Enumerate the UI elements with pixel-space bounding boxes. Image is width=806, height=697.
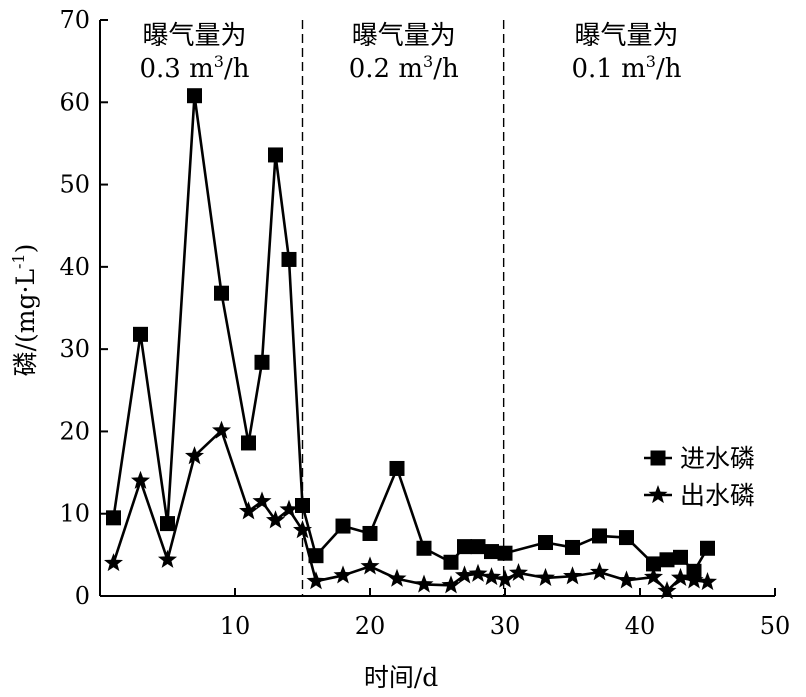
square-point <box>484 544 499 560</box>
star-point <box>468 563 488 582</box>
x-tick-label: 20 <box>355 612 386 640</box>
square-point <box>295 497 310 513</box>
square-point <box>160 516 175 532</box>
y-tick-label: 0 <box>75 582 90 610</box>
star-point <box>508 562 529 582</box>
y-tick-label: 60 <box>59 88 90 116</box>
x-tick-label: 40 <box>625 612 656 640</box>
star-point <box>454 565 475 584</box>
region-label-line2: 0.2 m3/h <box>349 52 459 84</box>
legend-item: 出水磷 <box>644 481 755 510</box>
y-tick-label: 40 <box>59 253 90 281</box>
x-tick-label: 30 <box>490 612 521 640</box>
star-point <box>562 566 583 585</box>
x-tick-label: 10 <box>220 612 251 640</box>
legend-square-icon <box>650 450 666 466</box>
star-point <box>589 562 610 581</box>
axes: 0 10 20 30 40 50 60 70 10 20 30 40 50 <box>59 6 790 640</box>
region-label-line2: 0.1 m3/h <box>572 52 682 84</box>
star-point <box>252 491 272 510</box>
square-point <box>416 540 432 556</box>
y-tick-label: 10 <box>59 500 90 528</box>
region-label-line2: 0.3 m3/h <box>140 52 250 84</box>
star-point <box>657 581 677 600</box>
square-point <box>335 518 351 534</box>
square-point <box>538 535 553 551</box>
square-point <box>389 460 405 476</box>
square-point <box>241 435 256 451</box>
star-point <box>481 567 502 586</box>
star-point <box>535 567 556 586</box>
square-point <box>659 552 675 568</box>
square-point <box>106 510 121 526</box>
square-point <box>254 354 270 370</box>
star-point <box>697 572 718 591</box>
star-point <box>387 568 407 587</box>
square-point <box>457 539 472 555</box>
star-point <box>103 553 124 572</box>
star-point <box>279 499 299 518</box>
legend-star-icon <box>648 485 668 504</box>
square-point <box>565 539 580 555</box>
series-layer <box>103 88 718 600</box>
x-tick-label: 50 <box>760 612 791 640</box>
y-axis-title: 磷/(mg·L-1) <box>9 244 40 377</box>
square-point <box>187 88 202 104</box>
square-point <box>700 540 715 556</box>
x-axis-title: 时间/d <box>364 663 438 692</box>
square-point <box>592 528 607 544</box>
series-line <box>112 94 709 573</box>
square-point <box>362 525 378 541</box>
star-point <box>441 575 461 594</box>
star-point <box>360 556 380 575</box>
star-point <box>414 574 434 593</box>
star-point <box>643 567 664 586</box>
star-point <box>238 501 259 520</box>
region-label-line1: 曝气量为 <box>352 21 456 51</box>
square-point <box>646 556 661 572</box>
region-label-line1: 曝气量为 <box>142 21 246 51</box>
square-point <box>214 285 229 301</box>
star-point <box>130 470 151 489</box>
star-point <box>616 570 637 589</box>
y-tick-label: 50 <box>59 171 90 199</box>
star-point <box>670 567 691 586</box>
series-influent <box>106 88 715 579</box>
star-point <box>157 549 178 568</box>
star-point <box>184 446 205 465</box>
square-point <box>308 548 324 564</box>
legend-item: 进水磷 <box>644 444 755 473</box>
square-point <box>619 530 634 546</box>
square-point <box>443 554 459 570</box>
y-tick-label: 70 <box>59 6 90 34</box>
region-separators <box>301 20 505 596</box>
star-point <box>211 420 232 439</box>
star-point <box>684 570 704 589</box>
square-point <box>281 251 297 267</box>
legend-label: 进水磷 <box>680 444 755 473</box>
star-point <box>265 510 286 529</box>
star-point <box>495 569 515 588</box>
square-point <box>673 549 688 565</box>
square-point <box>268 147 283 163</box>
square-point <box>133 326 148 342</box>
series-effluent <box>103 420 718 600</box>
square-point <box>497 545 513 561</box>
axis-titles: 时间/d 磷/(mg·L-1) <box>9 244 438 692</box>
y-tick-label: 30 <box>59 335 90 363</box>
region-label-line1: 曝气量为 <box>574 21 678 51</box>
star-point <box>292 520 313 539</box>
star-point <box>333 565 353 584</box>
square-point <box>470 539 486 555</box>
legend-label: 出水磷 <box>680 481 755 510</box>
y-tick-label: 20 <box>59 417 90 445</box>
star-point <box>306 571 326 590</box>
